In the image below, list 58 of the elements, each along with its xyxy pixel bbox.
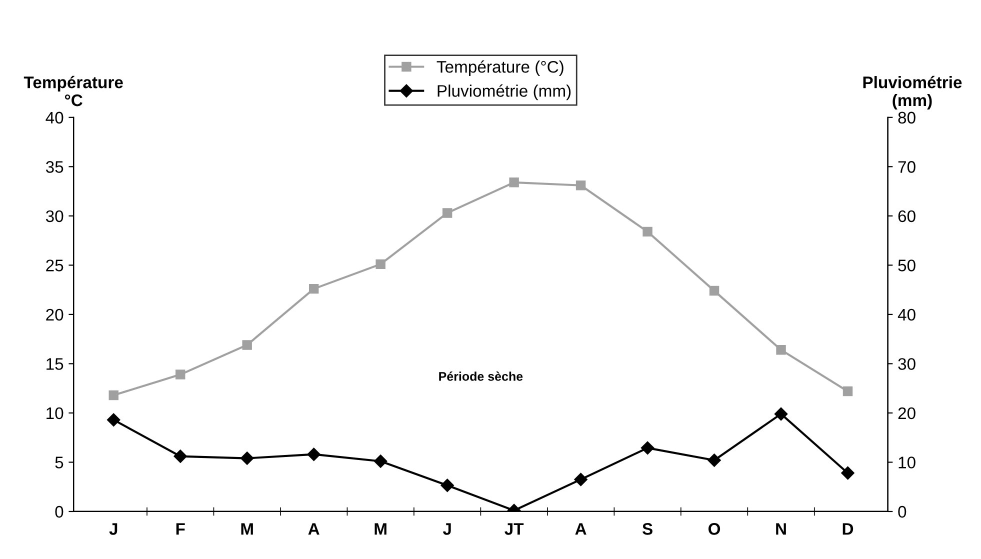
point: [842, 386, 853, 396]
x-tick-label: A: [575, 523, 586, 535]
point: [374, 454, 388, 468]
point: [576, 180, 586, 190]
point: [774, 407, 788, 421]
point: [642, 226, 652, 237]
point: [108, 390, 118, 400]
point: [440, 478, 454, 492]
y2-tick-label: 10: [898, 456, 916, 468]
x-tick-label: M: [241, 523, 253, 535]
point: [242, 340, 252, 350]
point: [107, 413, 120, 426]
y2-tick-label: 30: [898, 358, 916, 370]
x-tick-label: F: [176, 523, 185, 535]
y2-tick-label: 70: [898, 161, 916, 173]
point: [709, 286, 720, 296]
x-tick-label: A: [308, 523, 320, 535]
x-tick-label: N: [776, 523, 786, 535]
y-tick-label: 30: [46, 210, 64, 222]
point: [708, 454, 721, 467]
annotation: Période sèche: [439, 372, 523, 381]
point: [308, 284, 319, 294]
point: [509, 178, 519, 188]
y-tick-label: 10: [46, 407, 64, 420]
point: [376, 259, 386, 270]
y2-tick-label: 50: [898, 260, 916, 272]
y-tick-label: 0: [55, 506, 64, 518]
point: [174, 450, 187, 463]
point: [574, 472, 588, 486]
x-tick-label: O: [708, 523, 720, 535]
y2-tick-label: 40: [898, 308, 916, 321]
y-tick-label: 35: [46, 161, 64, 173]
x-tick-label: S: [642, 523, 652, 535]
y-tick-label: 20: [46, 308, 64, 321]
x-tick-label: J: [442, 523, 451, 535]
point: [442, 208, 452, 218]
y-tick-label: 5: [55, 456, 64, 468]
legend-label: Température (°C): [436, 60, 564, 76]
y2-axis-title: Pluviométrie (mm): [863, 76, 962, 110]
point: [307, 448, 320, 461]
y-tick-label: 40: [46, 112, 64, 124]
point: [776, 345, 786, 355]
point: [176, 370, 186, 380]
y2-tick-label: 60: [898, 210, 916, 222]
point: [841, 466, 854, 480]
legend-label: Pluviométrie (mm): [438, 84, 571, 100]
y-tick-label: 15: [46, 358, 64, 370]
y2-tick-label: 20: [898, 407, 916, 420]
y2-tick-label: 80: [898, 112, 916, 124]
x-tick-label: D: [842, 523, 854, 535]
point: [640, 441, 654, 455]
y-axis-title: Température °C: [24, 76, 123, 106]
x-tick-label: M: [374, 523, 386, 535]
x-tick-label: JT: [504, 523, 524, 535]
x-tick-label: J: [109, 523, 118, 535]
y-tick-label: 25: [46, 260, 64, 272]
y2-tick-label: 0: [898, 506, 906, 518]
point: [240, 452, 254, 465]
